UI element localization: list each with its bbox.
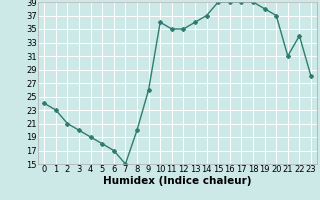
X-axis label: Humidex (Indice chaleur): Humidex (Indice chaleur) bbox=[103, 176, 252, 186]
